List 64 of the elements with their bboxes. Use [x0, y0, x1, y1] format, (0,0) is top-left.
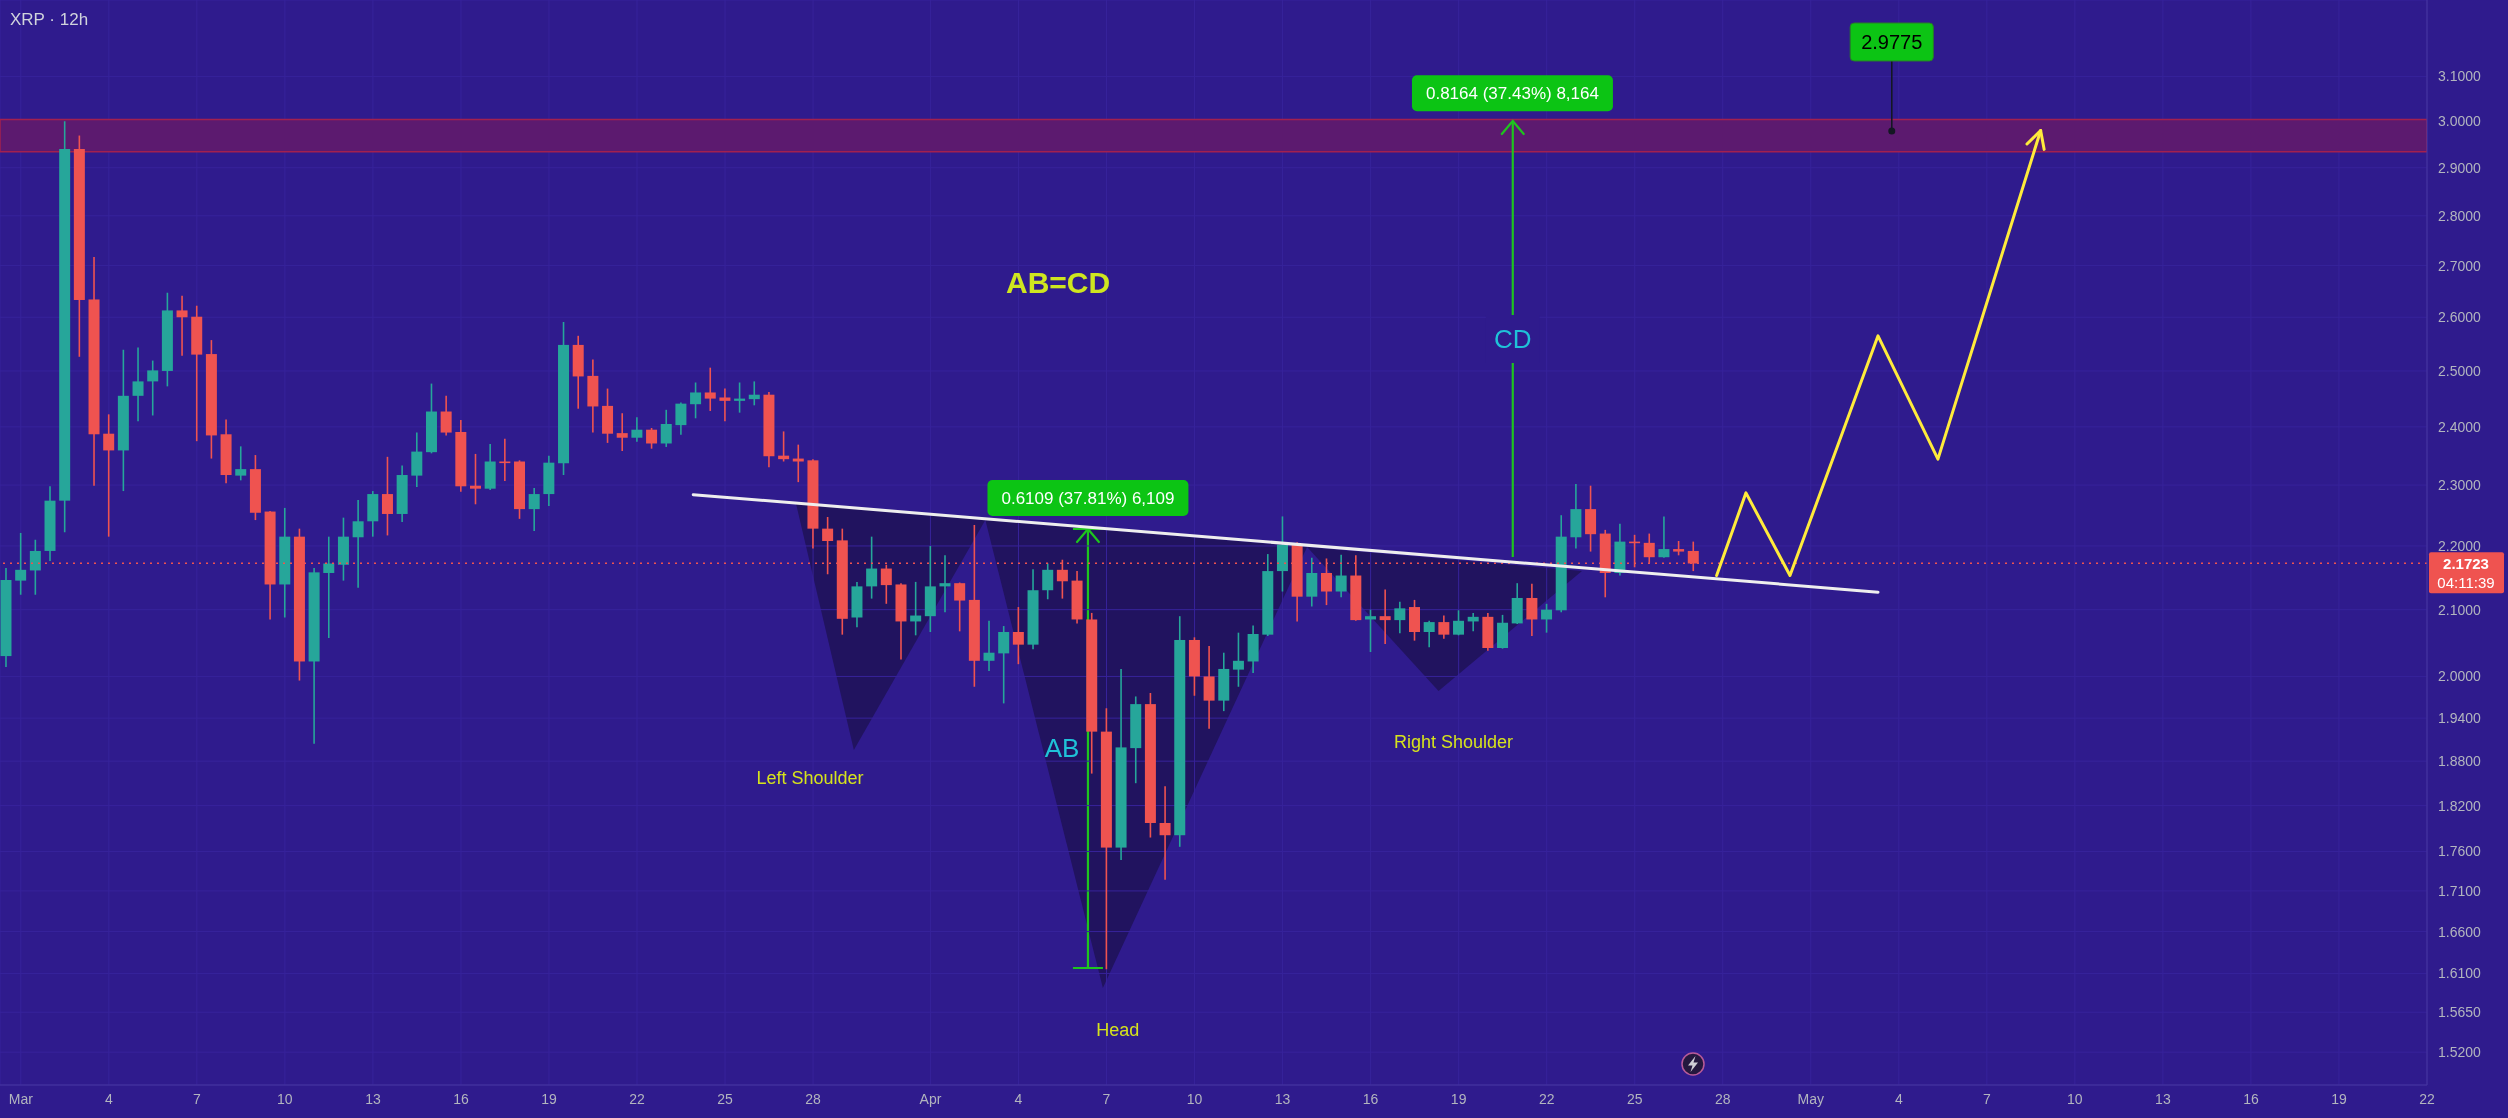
y-tick-label: 2.5000 [2438, 362, 2482, 379]
y-tick-label: 1.7100 [2438, 882, 2482, 899]
x-tick-label: 10 [277, 1090, 293, 1107]
x-tick-label: 25 [1626, 1090, 1643, 1107]
y-tick-label: 1.6600 [2438, 923, 2482, 940]
x-tick-label: 22 [629, 1090, 646, 1107]
price-tag: 2.1723 04:11:39 [2429, 552, 2504, 594]
annotation: AB [1044, 733, 1080, 763]
measure-tag: 0.6109 (37.81%) 6,109 [987, 480, 1189, 516]
x-tick-label: 4 [1014, 1090, 1023, 1107]
y-tick-label: 2.8000 [2438, 207, 2482, 224]
y-tick-label: 3.0000 [2438, 113, 2482, 130]
x-tick-label: 19 [541, 1090, 557, 1107]
x-tick-label: 7 [1982, 1090, 1991, 1107]
x-tick-label: 28 [1714, 1090, 1731, 1107]
measure-tag: 0.8164 (37.43%) 8,164 [1411, 75, 1613, 112]
y-tick-label: 2.7000 [2438, 257, 2482, 274]
y-tick-label: 2.3000 [2438, 477, 2482, 494]
x-tick-label: 19 [2331, 1090, 2347, 1107]
y-tick-label: 2.2000 [2438, 537, 2482, 554]
annotation: 2.9775 [1861, 31, 1923, 53]
x-tick-label: Mar [8, 1090, 34, 1107]
annotation: AB=CD [1005, 265, 1111, 299]
x-tick-label: 13 [365, 1090, 381, 1107]
y-tick-label: 2.0000 [2438, 668, 2482, 685]
x-tick-label: 28 [805, 1090, 822, 1107]
x-tick-label: 7 [192, 1090, 201, 1107]
x-tick-label: May [1797, 1090, 1824, 1107]
x-tick-label: 16 [2243, 1090, 2259, 1107]
y-tick-label: 2.1000 [2438, 601, 2482, 618]
x-tick-label: 13 [2155, 1090, 2171, 1107]
x-tick-label: 25 [717, 1090, 734, 1107]
x-tick-label: Apr [919, 1090, 942, 1107]
x-tick-label: 16 [1362, 1090, 1379, 1107]
price-note: 2.9775 [1849, 22, 1934, 135]
annotation: Head [1096, 1020, 1140, 1040]
y-tick-label: 1.6100 [2438, 965, 2482, 982]
x-tick-label: 10 [2067, 1090, 2083, 1107]
x-tick-label: 4 [104, 1090, 113, 1107]
annotation: 0.6109 (37.81%) 6,109 [1001, 488, 1175, 508]
y-tick-label: 2.6000 [2438, 309, 2482, 326]
x-tick-label: 4 [1894, 1090, 1903, 1107]
x-tick-label: 13 [1274, 1090, 1291, 1107]
annotation: Right Shoulder [1393, 732, 1514, 752]
y-tick-label: 3.1000 [2438, 68, 2482, 85]
x-tick-label: 22 [1538, 1090, 1555, 1107]
ref-line-label: 2.1723 [2443, 554, 2489, 572]
x-tick-label: 19 [1450, 1090, 1467, 1107]
annotation: 0.8164 (37.43%) 8,164 [1425, 83, 1599, 103]
x-tick-label: 10 [1186, 1090, 1203, 1107]
annotation: CD [1493, 324, 1532, 354]
y-tick-label: 1.5650 [2438, 1004, 2482, 1021]
x-tick-label: 22 [2419, 1090, 2435, 1107]
y-tick-label: 1.5200 [2438, 1044, 2482, 1061]
x-tick-label: 16 [453, 1090, 469, 1107]
y-tick-label: 1.8800 [2438, 753, 2482, 770]
y-tick-label: 1.9400 [2438, 710, 2482, 727]
y-tick-label: 1.7600 [2438, 843, 2482, 860]
annotation: Left Shoulder [756, 768, 864, 788]
y-tick-label: 2.4000 [2438, 418, 2482, 435]
text: XRP · 12h [10, 10, 89, 29]
y-tick-label: 1.8200 [2438, 797, 2482, 814]
x-tick-label: 7 [1102, 1090, 1111, 1107]
y-tick-label: 2.9000 [2438, 159, 2482, 176]
